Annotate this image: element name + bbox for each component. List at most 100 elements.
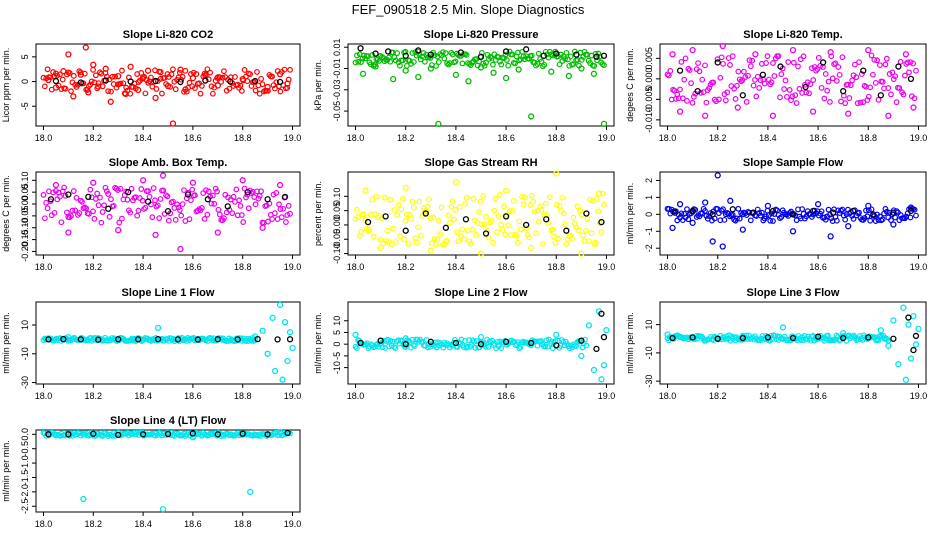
scatter-point <box>739 332 746 340</box>
scatter-point <box>778 214 785 220</box>
scatter-point <box>477 333 485 341</box>
scatter-point <box>145 188 152 194</box>
scatter-point <box>365 345 372 352</box>
scatter-point <box>182 86 189 93</box>
scatter-point <box>590 70 598 77</box>
scatter-point <box>189 74 197 82</box>
scatter-point <box>688 80 695 87</box>
scatter-point <box>696 68 703 75</box>
scatter-point <box>491 207 498 214</box>
scatter-point <box>890 221 897 228</box>
scatter-point <box>910 104 917 111</box>
scatter-point <box>281 66 288 73</box>
scatter-point <box>905 314 912 321</box>
x-tick-label: 18.0 <box>35 133 53 143</box>
scatter-point <box>896 85 903 91</box>
scatter-point <box>402 344 409 350</box>
scatter-point <box>593 53 600 60</box>
scatter-point <box>528 52 535 59</box>
scatter-point <box>177 245 184 253</box>
x-tick-label: 18.6 <box>497 133 515 143</box>
scatter-point <box>779 324 787 331</box>
scatter-point <box>490 69 497 76</box>
y-tick-label: 0.05 <box>20 183 30 201</box>
scatter-point <box>833 217 840 224</box>
scatter-point <box>789 211 797 218</box>
scatter-point <box>502 231 509 238</box>
scatter-point <box>594 57 600 64</box>
scatter-point <box>517 226 524 233</box>
scatter-point <box>563 227 570 234</box>
scatter-point <box>664 331 671 338</box>
scatter-point <box>152 197 158 204</box>
scatter-point <box>594 196 600 202</box>
scatter-point <box>818 84 825 91</box>
scatter-point <box>734 104 741 111</box>
scatter-point <box>174 336 182 343</box>
scatter-point <box>900 91 907 98</box>
scatter-point <box>95 83 102 90</box>
scatter-point <box>391 207 398 213</box>
scatter-point <box>52 181 60 189</box>
scatter-point <box>399 57 406 64</box>
scatter-point <box>499 227 506 233</box>
scatter-point <box>872 218 879 224</box>
scatter-point <box>385 48 392 55</box>
x-tick-label: 18.4 <box>447 262 465 272</box>
scatter-point <box>258 188 265 195</box>
y-tick-label: 10 <box>20 320 30 330</box>
scatter-point <box>498 221 505 228</box>
scatter-point <box>427 338 434 345</box>
scatter-point <box>431 235 438 242</box>
scatter-point <box>825 206 832 213</box>
scatter-point <box>477 53 485 60</box>
scatter-point <box>76 68 83 75</box>
scatter-point <box>62 85 69 92</box>
scatter-point <box>775 53 782 60</box>
x-tick-label: 18.6 <box>809 262 827 272</box>
scatter-point <box>764 334 772 341</box>
scatter-point <box>465 78 472 85</box>
scatter-point <box>127 78 134 85</box>
chart-title: Slope Line 2 Flow <box>435 287 528 299</box>
scatter-point <box>541 61 548 68</box>
scatter-point <box>427 215 434 222</box>
scatter-point <box>134 86 142 94</box>
x-tick-label: 18.6 <box>184 133 202 143</box>
scatter-point <box>66 214 73 221</box>
x-tick-label: 18.4 <box>447 133 465 143</box>
scatter-point <box>556 203 563 209</box>
scatter-point <box>562 221 569 228</box>
scatter-point <box>172 86 179 93</box>
scatter-point <box>91 215 98 222</box>
scatter-point <box>221 215 227 222</box>
scatter-point <box>678 59 685 65</box>
scatter-point <box>795 63 801 70</box>
x-tick-label: 18.2 <box>85 519 103 529</box>
scatter-point <box>809 108 817 115</box>
scatter-point <box>174 201 180 208</box>
scatter-point <box>139 74 147 81</box>
scatter-point <box>264 431 271 438</box>
scatter-point <box>769 112 777 119</box>
scatter-point <box>44 66 51 73</box>
scatter-point <box>244 189 251 196</box>
scatter-point <box>858 71 865 77</box>
chart-title: Slope Line 4 (LT) Flow <box>110 415 226 427</box>
scatter-point <box>233 186 240 193</box>
scatter-point <box>377 337 384 344</box>
scatter-point <box>509 207 516 214</box>
scatter-point <box>221 68 227 75</box>
scatter-point <box>867 84 874 91</box>
scatter-point <box>65 229 72 236</box>
scatter-point <box>482 230 490 237</box>
scatter-point <box>115 226 122 234</box>
scatter-point <box>727 62 733 68</box>
scatter-point <box>69 207 76 214</box>
scatter-point <box>907 214 914 221</box>
scatter-point <box>386 343 392 350</box>
scatter-point <box>501 203 507 210</box>
scatter-point <box>835 64 842 70</box>
scatter-point <box>849 333 856 340</box>
scatter-point <box>254 69 260 75</box>
